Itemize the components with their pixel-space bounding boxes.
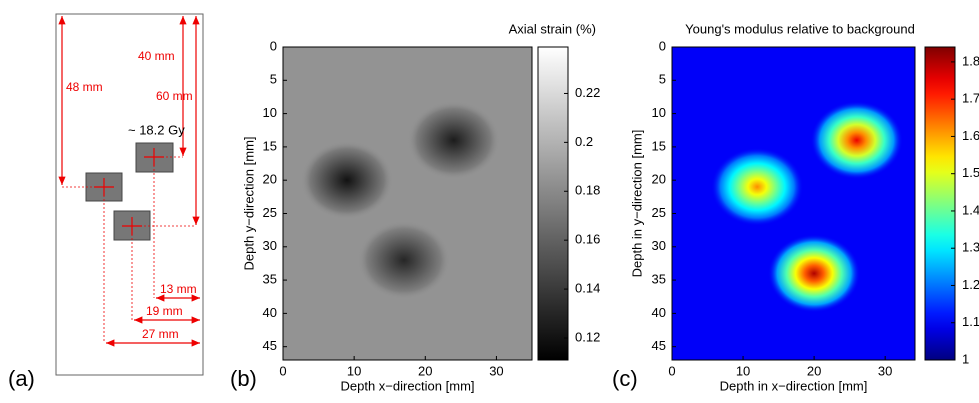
- y-tick-label: 25: [263, 205, 277, 220]
- colorbar-tick-label: 1.2: [962, 277, 979, 292]
- y-tick-label: 10: [263, 105, 277, 120]
- y-axis-label: Depth y−direction [mm]: [241, 136, 256, 270]
- y-tick-label: 15: [652, 138, 666, 153]
- x-tick-label: 0: [668, 363, 675, 378]
- y-tick-label: 30: [652, 238, 666, 253]
- colorbar-tick-label: 1.7: [962, 91, 979, 106]
- colorbar-tick-label: 0.12: [575, 329, 600, 344]
- colorbar-tick-label: 0.22: [575, 85, 600, 100]
- x-tick-label: 10: [736, 363, 750, 378]
- y-tick-label: 30: [263, 238, 277, 253]
- colorbar-tick-label: 0.14: [575, 281, 600, 296]
- colorbar-tick-label: 1.8: [962, 53, 979, 68]
- x-tick-label: 30: [878, 363, 892, 378]
- colorbar-tick-label: 0.2: [575, 134, 593, 149]
- x-axis-label: Depth x−direction [mm]: [340, 378, 474, 393]
- colorbar-tick-label: 1: [962, 351, 969, 366]
- dimension-label: 60 mm: [156, 89, 193, 103]
- colorbar: [925, 47, 955, 360]
- y-tick-label: 15: [263, 138, 277, 153]
- chart-title: Young's modulus relative to background: [685, 21, 915, 36]
- heatmap: [283, 47, 532, 360]
- dimension-label: 13 mm: [160, 282, 197, 296]
- colorbar-tick-label: 1.1: [962, 314, 979, 329]
- y-tick-label: 10: [652, 105, 666, 120]
- colorbar-tick-label: 0.18: [575, 183, 600, 198]
- y-tick-label: 40: [263, 305, 277, 320]
- panel-label: (c): [612, 366, 638, 391]
- panel-label: (a): [8, 366, 35, 391]
- dimension-label: 27 mm: [142, 327, 179, 341]
- heatmap-blob: [408, 101, 500, 179]
- heatmap-blob: [358, 221, 450, 299]
- x-tick-label: 30: [489, 363, 503, 378]
- y-tick-label: 40: [652, 305, 666, 320]
- x-tick-label: 0: [279, 363, 286, 378]
- dimension-label: 48 mm: [66, 80, 103, 94]
- colorbar-tick-label: 1.5: [962, 165, 979, 180]
- y-tick-label: 5: [659, 72, 666, 87]
- dimension-label: 19 mm: [146, 304, 183, 318]
- heatmap-blob: [811, 101, 903, 179]
- heatmap-blob: [301, 141, 393, 219]
- colorbar: [538, 47, 568, 360]
- specimen-outline: [56, 14, 203, 375]
- x-axis-label: Depth in x−direction [mm]: [720, 378, 868, 393]
- dimension-label: 40 mm: [138, 49, 175, 63]
- y-tick-label: 45: [263, 338, 277, 353]
- y-tick-label: 0: [270, 38, 277, 53]
- panel-label: (b): [230, 366, 257, 391]
- figure: 48 mm 40 mm 60 mm 13 mm 19 mm 27 mm ~ 18…: [0, 0, 979, 398]
- x-tick-label: 20: [807, 363, 821, 378]
- y-tick-label: 5: [270, 72, 277, 87]
- chart-title: Axial strain (%): [509, 21, 596, 36]
- colorbar-tick-label: 1.3: [962, 240, 979, 255]
- heatmap-blob: [768, 234, 860, 312]
- y-tick-label: 20: [263, 172, 277, 187]
- y-axis-label: Depth in y−direction [mm]: [629, 130, 644, 278]
- y-tick-label: 35: [263, 272, 277, 287]
- x-tick-label: 20: [418, 363, 432, 378]
- y-tick-label: 20: [652, 172, 666, 187]
- heatmap-blob: [711, 148, 803, 226]
- x-tick-label: 10: [347, 363, 361, 378]
- colorbar-tick-label: 1.6: [962, 128, 979, 143]
- y-tick-label: 25: [652, 205, 666, 220]
- y-tick-label: 35: [652, 272, 666, 287]
- dose-label: ~ 18.2 Gy: [128, 122, 185, 137]
- y-tick-label: 0: [659, 38, 666, 53]
- panel-a: 48 mm 40 mm 60 mm 13 mm 19 mm 27 mm ~ 18…: [8, 14, 203, 391]
- colorbar-tick-label: 0.16: [575, 232, 600, 247]
- colorbar-tick-label: 1.4: [962, 202, 979, 217]
- heatmap: [672, 47, 915, 360]
- y-tick-label: 45: [652, 338, 666, 353]
